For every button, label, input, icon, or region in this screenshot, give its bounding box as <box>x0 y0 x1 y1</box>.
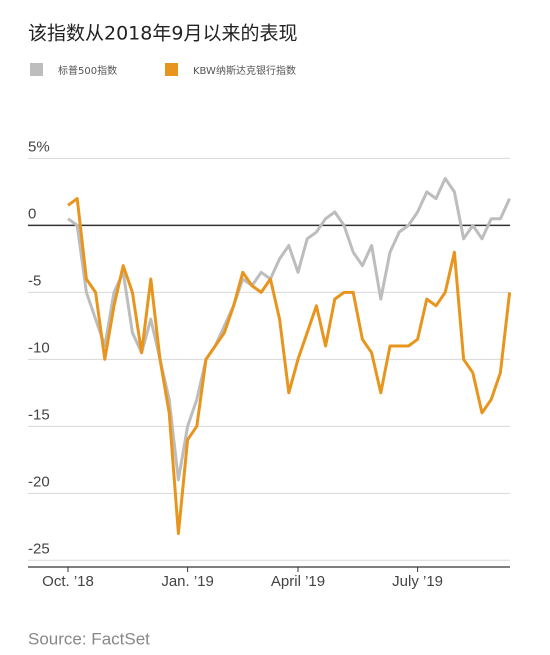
y-tick-label: -10 <box>28 339 50 356</box>
series-line <box>67 177 511 482</box>
y-tick-label: -5 <box>28 272 41 289</box>
x-tick-label: July ’19 <box>392 573 443 590</box>
chart-title: 该指数从2018年9月以来的表现 <box>28 23 297 45</box>
legend-swatch <box>30 63 43 76</box>
legend-swatch <box>165 63 178 76</box>
legend-label: KBW纳斯达克银行指数 <box>193 64 296 77</box>
series-line <box>67 197 512 535</box>
source: Source: FactSet <box>28 629 150 648</box>
y-tick-label: 5% <box>28 138 50 155</box>
x-tick-label: Oct. ’18 <box>42 573 94 590</box>
x-tick-label: April ’19 <box>271 573 325 590</box>
y-tick-label: -25 <box>28 540 50 557</box>
x-tick-label: Jan. ’19 <box>161 573 214 590</box>
y-tick-label: -15 <box>28 406 50 423</box>
y-tick-label: 0 <box>28 205 36 222</box>
legend-label: 标普500指数 <box>58 64 117 77</box>
y-tick-label: -20 <box>28 473 50 490</box>
